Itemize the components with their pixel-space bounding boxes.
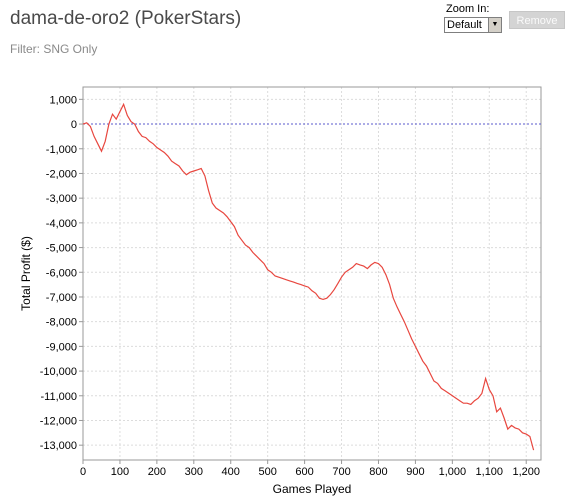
y-tick-label: -12,000	[40, 415, 77, 427]
page-title: dama-de-oro2 (PokerStars)	[10, 8, 242, 29]
remove-button[interactable]: Remove	[509, 11, 565, 29]
y-tick-label: -9,000	[46, 341, 77, 353]
x-tick-label: 1,000	[439, 466, 467, 478]
x-tick-label: 700	[332, 466, 350, 478]
zoom-label: Zoom In:	[446, 3, 490, 15]
x-tick-label: 200	[148, 466, 166, 478]
y-tick-label: -5,000	[46, 243, 77, 255]
x-tick-label: 600	[295, 466, 313, 478]
y-axis-label: Total Profit ($)	[19, 236, 33, 311]
plot-frame	[82, 86, 542, 461]
x-tick-label: 800	[369, 466, 387, 478]
y-tick-label: -10,000	[40, 366, 77, 378]
y-tick-label: -6,000	[46, 267, 77, 279]
y-tick-label: 0	[71, 119, 77, 131]
x-axis-label: Games Played	[273, 482, 352, 496]
x-tick-label: 400	[222, 466, 240, 478]
y-tick-label: -2,000	[46, 168, 77, 180]
x-tick-label: 0	[80, 466, 86, 478]
x-tick-label: 300	[185, 466, 203, 478]
zoom-select-value: Default	[447, 19, 482, 31]
filter-label: Filter: SNG Only	[10, 42, 98, 56]
x-tick-label: 1,100	[476, 466, 504, 478]
y-tick-label: 1,000	[49, 94, 77, 106]
x-tick-label: 1,200	[512, 466, 540, 478]
chevron-down-icon[interactable]: ▼	[488, 18, 501, 32]
x-tick-label: 500	[258, 466, 276, 478]
y-tick-label: -7,000	[46, 292, 77, 304]
y-tick-label: -4,000	[46, 218, 77, 230]
zoom-select[interactable]: Default ▼	[444, 17, 502, 33]
y-tick-label: -1,000	[46, 144, 77, 156]
y-tick-label: -8,000	[46, 317, 77, 329]
x-tick-label: 900	[406, 466, 424, 478]
chart-ticks: 1,000 0 -1,000 -2,000 -3,000 -4,000 -5,000 -6,0…	[40, 94, 540, 478]
y-tick-label: -13,000	[40, 440, 77, 452]
x-tick-label: 100	[111, 466, 129, 478]
y-tick-label: -11,000	[41, 391, 78, 403]
profit-series-line	[82, 102, 535, 451]
y-tick-label: -3,000	[46, 193, 77, 205]
